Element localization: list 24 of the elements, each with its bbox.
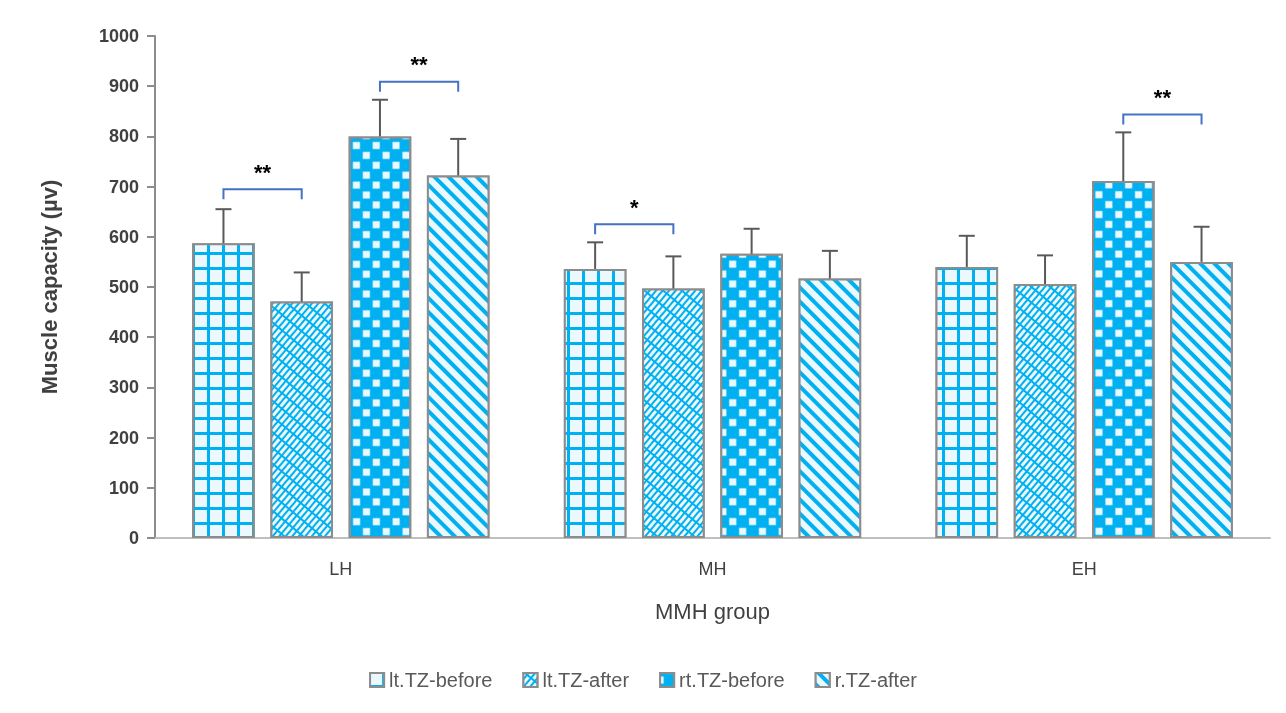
- annotation: **: [410, 52, 429, 78]
- x-tick-label: LH: [329, 559, 353, 579]
- y-tick-label: 0: [128, 528, 139, 548]
- y-tick-label: 100: [108, 477, 139, 498]
- y-tick-label: 300: [108, 377, 139, 398]
- legend-label: rt.TZ-before: [679, 669, 785, 691]
- y-tick-label: 200: [108, 427, 139, 448]
- y-tick-label: 800: [108, 126, 139, 147]
- annotation: **: [1153, 84, 1172, 110]
- y-tick-label: 600: [108, 226, 139, 247]
- x-axis-title: MMH group: [655, 598, 770, 624]
- annotation: *: [629, 194, 639, 220]
- y-tick-label: 700: [108, 176, 139, 197]
- annotation: **: [254, 159, 272, 185]
- legend-label: lt.TZ-before: [389, 669, 493, 691]
- legend-label: r.TZ-after: [834, 669, 918, 691]
- legend-label: lt.TZ-after: [542, 669, 630, 691]
- y-tick-label: 500: [108, 277, 139, 297]
- y-tick-label: 400: [108, 327, 139, 348]
- y-axis-title: Muscle capacity (µv): [36, 179, 62, 395]
- y-tick-label: 1000: [98, 26, 139, 46]
- x-tick-label: MH: [698, 559, 727, 579]
- x-tick-label: EH: [1071, 559, 1097, 579]
- y-tick-label: 900: [108, 76, 139, 97]
